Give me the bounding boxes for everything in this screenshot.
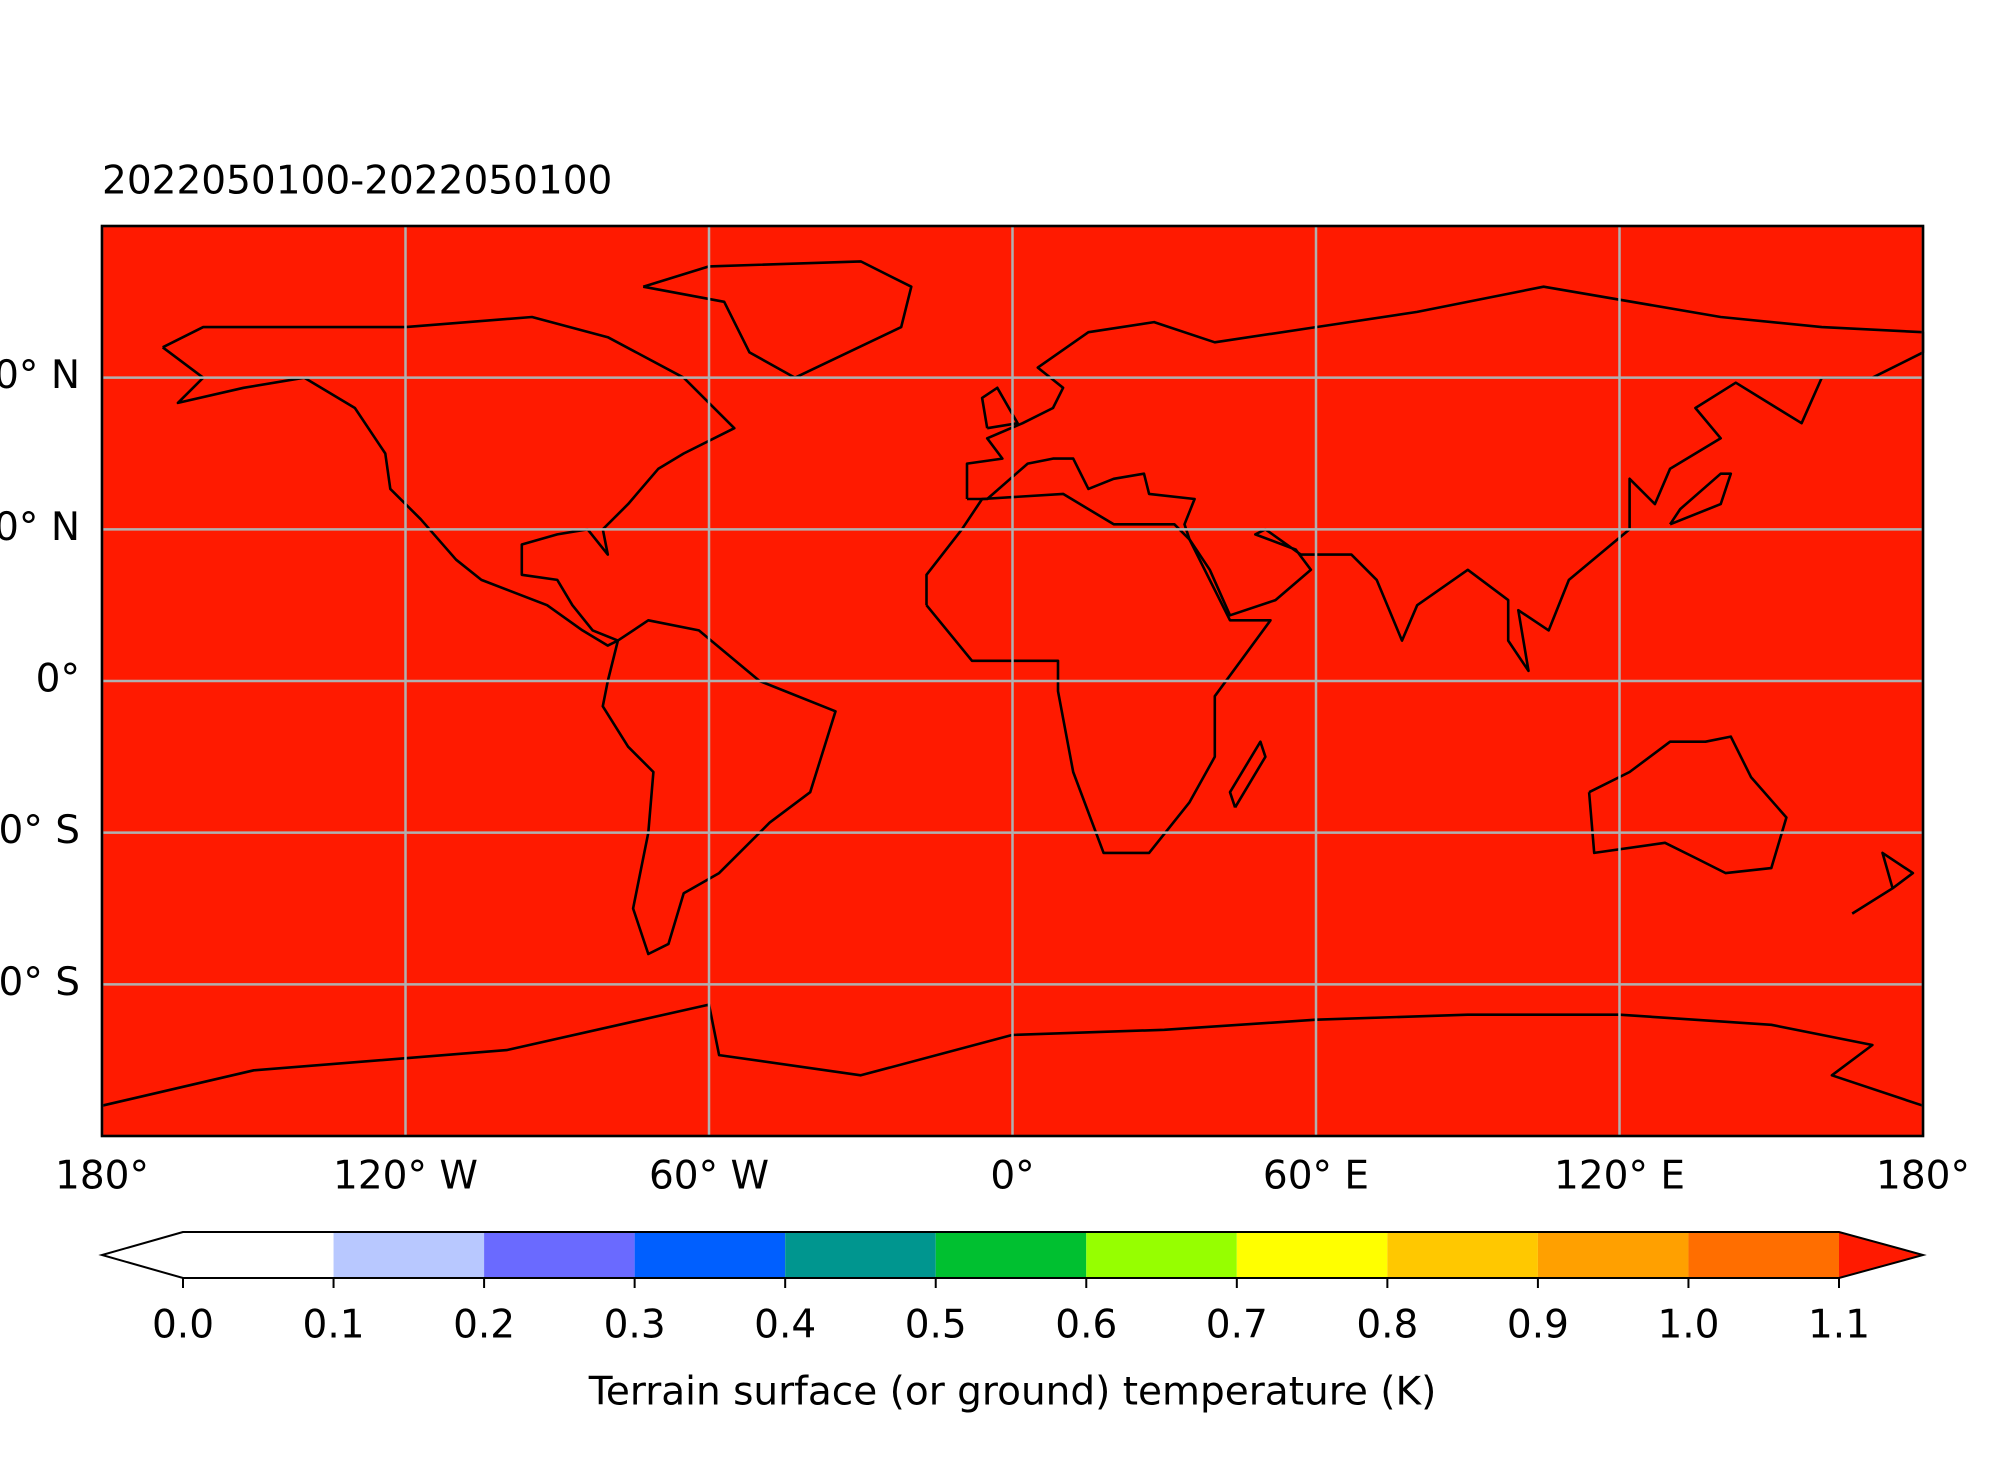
colorbar-over <box>1839 1232 1923 1278</box>
colorbar-segment <box>935 1232 1087 1278</box>
colorbar-tick-label: 0.9 <box>1507 1303 1569 1348</box>
colorbar-tick-label: 0.3 <box>604 1303 666 1348</box>
coastline <box>980 386 1019 430</box>
colorbar-tick-label: 1.1 <box>1808 1303 1870 1348</box>
y-tick-label: 30° S <box>0 808 80 853</box>
colorbar-tick-label: 0.2 <box>453 1303 515 1348</box>
colorbar-segment <box>1236 1232 1388 1278</box>
y-tick-label: 30° N <box>0 505 80 550</box>
colorbar-tick-label: 0.5 <box>905 1303 967 1348</box>
colorbar-tick-label: 1.0 <box>1657 1303 1719 1348</box>
y-tick-label: 60° N <box>0 353 80 398</box>
coastline <box>965 285 1925 673</box>
coastline <box>1851 851 1915 915</box>
coastline <box>1587 735 1788 875</box>
coastline <box>1669 472 1733 526</box>
colorbar-segment <box>333 1232 485 1278</box>
colorbar-segment <box>1387 1232 1538 1278</box>
coastline <box>925 492 1272 855</box>
colorbar-segment <box>183 1232 334 1278</box>
x-tick-label: 180° <box>1876 1154 1970 1199</box>
coastline <box>601 619 837 956</box>
x-tick-label: 0° <box>990 1154 1034 1199</box>
colorbar-tick-label: 0.8 <box>1356 1303 1418 1348</box>
coastline <box>642 260 913 379</box>
colorbar-segment <box>484 1232 635 1278</box>
colorbar-under <box>102 1232 183 1278</box>
map-frame <box>100 224 1925 1138</box>
x-tick-label: 120° E <box>1554 1154 1685 1199</box>
x-tick-label: 180° <box>55 1154 149 1199</box>
colorbar-tick-label: 0.4 <box>754 1303 816 1348</box>
colorbar-segment <box>1086 1232 1237 1278</box>
colorbar-tick-label: 0.1 <box>303 1303 365 1348</box>
colorbar-segment <box>785 1232 936 1278</box>
y-tick-label: 60° S <box>0 960 80 1005</box>
coastline <box>101 1003 1924 1107</box>
colorbar-segment <box>1537 1232 1689 1278</box>
chart-title: 2022050100-2022050100 <box>102 159 612 204</box>
colorbar-label: Terrain surface (or ground) temperature … <box>588 1370 1437 1415</box>
x-tick-label: 120° W <box>333 1154 478 1199</box>
coastline <box>1228 740 1267 809</box>
x-tick-label: 60° W <box>649 1154 769 1199</box>
colorbar-segment <box>634 1232 786 1278</box>
colorbar-segment <box>1688 1232 1839 1278</box>
x-tick-label: 60° E <box>1263 1154 1369 1199</box>
colorbar-tick-label: 0.7 <box>1206 1303 1268 1348</box>
colorbar-tick-label: 0.0 <box>152 1303 214 1348</box>
y-tick-label: 0° <box>36 657 80 702</box>
colorbar-tick-label: 0.6 <box>1055 1303 1117 1348</box>
coastline <box>161 315 736 647</box>
